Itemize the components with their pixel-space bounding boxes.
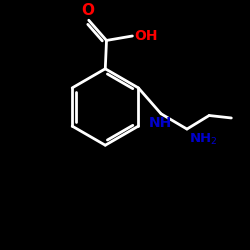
Text: OH: OH bbox=[134, 29, 158, 43]
Text: O: O bbox=[81, 3, 94, 18]
Text: NH$_2$: NH$_2$ bbox=[189, 132, 218, 147]
Text: NH: NH bbox=[149, 116, 172, 130]
